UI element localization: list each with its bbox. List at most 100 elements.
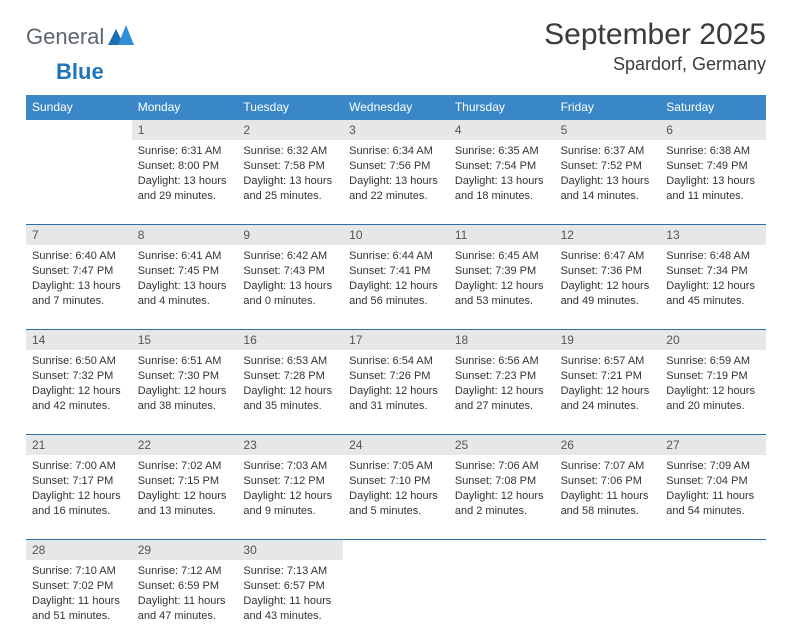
- sunrise-line: Sunrise: 7:12 AM: [138, 564, 232, 579]
- day-number: 4: [449, 120, 555, 140]
- sunset-line: Sunset: 7:08 PM: [455, 474, 549, 489]
- day-cell: Sunrise: 7:05 AMSunset: 7:10 PMDaylight:…: [343, 455, 449, 539]
- day-cell: Sunrise: 7:10 AMSunset: 7:02 PMDaylight:…: [26, 560, 132, 644]
- dl2-line: and 7 minutes.: [32, 294, 126, 309]
- dl1-line: Daylight: 12 hours: [32, 384, 126, 399]
- dl1-line: Daylight: 12 hours: [666, 279, 760, 294]
- sunset-line: Sunset: 6:57 PM: [243, 579, 337, 594]
- day-number: [555, 540, 661, 560]
- day-number: 22: [132, 435, 238, 455]
- day-number: 12: [555, 225, 661, 245]
- sunrise-line: Sunrise: 6:50 AM: [32, 354, 126, 369]
- daynum-row: 78910111213: [26, 225, 766, 245]
- dl2-line: and 4 minutes.: [138, 294, 232, 309]
- dl1-line: Daylight: 11 hours: [561, 489, 655, 504]
- day-number: [449, 540, 555, 560]
- dl2-line: and 25 minutes.: [243, 189, 337, 204]
- dl1-line: Daylight: 12 hours: [666, 384, 760, 399]
- dl1-line: Daylight: 12 hours: [349, 489, 443, 504]
- sunset-line: Sunset: 7:15 PM: [138, 474, 232, 489]
- dl1-line: Daylight: 12 hours: [32, 489, 126, 504]
- dl2-line: and 56 minutes.: [349, 294, 443, 309]
- day-number: 18: [449, 330, 555, 350]
- sunrise-line: Sunrise: 6:57 AM: [561, 354, 655, 369]
- sunset-line: Sunset: 7:12 PM: [243, 474, 337, 489]
- dl1-line: Daylight: 13 hours: [243, 174, 337, 189]
- day-number: 21: [26, 435, 132, 455]
- day-cell: Sunrise: 7:02 AMSunset: 7:15 PMDaylight:…: [132, 455, 238, 539]
- day-number: 20: [660, 330, 766, 350]
- sunrise-line: Sunrise: 7:05 AM: [349, 459, 443, 474]
- day-cell: Sunrise: 6:53 AMSunset: 7:28 PMDaylight:…: [237, 350, 343, 434]
- day-number: 11: [449, 225, 555, 245]
- dl2-line: and 2 minutes.: [455, 504, 549, 519]
- sunset-line: Sunset: 7:21 PM: [561, 369, 655, 384]
- sunrise-line: Sunrise: 6:37 AM: [561, 144, 655, 159]
- day-cell: Sunrise: 7:09 AMSunset: 7:04 PMDaylight:…: [660, 455, 766, 539]
- dow-tuesday: Tuesday: [237, 95, 343, 120]
- week-row: Sunrise: 6:40 AMSunset: 7:47 PMDaylight:…: [26, 245, 766, 330]
- sunrise-line: Sunrise: 7:07 AM: [561, 459, 655, 474]
- sunset-line: Sunset: 7:52 PM: [561, 159, 655, 174]
- day-number: [343, 540, 449, 560]
- dl2-line: and 16 minutes.: [32, 504, 126, 519]
- day-number: 28: [26, 540, 132, 560]
- sunset-line: Sunset: 7:23 PM: [455, 369, 549, 384]
- day-number: 30: [237, 540, 343, 560]
- dl2-line: and 14 minutes.: [561, 189, 655, 204]
- sunset-line: Sunset: 7:10 PM: [349, 474, 443, 489]
- sunrise-line: Sunrise: 6:38 AM: [666, 144, 760, 159]
- dl2-line: and 20 minutes.: [666, 399, 760, 414]
- brand-logo: General: [26, 24, 136, 50]
- days-of-week-row: Sunday Monday Tuesday Wednesday Thursday…: [26, 95, 766, 120]
- dl1-line: Daylight: 11 hours: [243, 594, 337, 609]
- title-block: September 2025 Spardorf, Germany: [544, 18, 766, 75]
- week-row: Sunrise: 6:50 AMSunset: 7:32 PMDaylight:…: [26, 350, 766, 435]
- sunset-line: Sunset: 7:41 PM: [349, 264, 443, 279]
- day-number: 24: [343, 435, 449, 455]
- dl1-line: Daylight: 12 hours: [243, 384, 337, 399]
- sunset-line: Sunset: 7:56 PM: [349, 159, 443, 174]
- day-cell: Sunrise: 7:13 AMSunset: 6:57 PMDaylight:…: [237, 560, 343, 644]
- day-number: 19: [555, 330, 661, 350]
- daynum-row: 21222324252627: [26, 435, 766, 455]
- day-cell: [449, 560, 555, 644]
- day-cell: Sunrise: 6:40 AMSunset: 7:47 PMDaylight:…: [26, 245, 132, 329]
- sunrise-line: Sunrise: 6:34 AM: [349, 144, 443, 159]
- day-cell: Sunrise: 7:00 AMSunset: 7:17 PMDaylight:…: [26, 455, 132, 539]
- day-cell: Sunrise: 6:45 AMSunset: 7:39 PMDaylight:…: [449, 245, 555, 329]
- sunset-line: Sunset: 8:00 PM: [138, 159, 232, 174]
- day-number: [660, 540, 766, 560]
- day-number: 23: [237, 435, 343, 455]
- dl2-line: and 53 minutes.: [455, 294, 549, 309]
- month-title: September 2025: [544, 18, 766, 52]
- day-number: 14: [26, 330, 132, 350]
- sunrise-line: Sunrise: 6:32 AM: [243, 144, 337, 159]
- dl2-line: and 27 minutes.: [455, 399, 549, 414]
- dl2-line: and 29 minutes.: [138, 189, 232, 204]
- calendar-grid: Sunday Monday Tuesday Wednesday Thursday…: [26, 95, 766, 644]
- day-cell: Sunrise: 6:51 AMSunset: 7:30 PMDaylight:…: [132, 350, 238, 434]
- day-number: 5: [555, 120, 661, 140]
- dl2-line: and 42 minutes.: [32, 399, 126, 414]
- brand-part1: General: [26, 24, 104, 50]
- day-number: 2: [237, 120, 343, 140]
- dl2-line: and 43 minutes.: [243, 609, 337, 624]
- sunrise-line: Sunrise: 6:59 AM: [666, 354, 760, 369]
- dow-wednesday: Wednesday: [343, 95, 449, 120]
- dl1-line: Daylight: 13 hours: [138, 174, 232, 189]
- sunset-line: Sunset: 7:30 PM: [138, 369, 232, 384]
- dl2-line: and 9 minutes.: [243, 504, 337, 519]
- dl2-line: and 24 minutes.: [561, 399, 655, 414]
- day-cell: Sunrise: 6:31 AMSunset: 8:00 PMDaylight:…: [132, 140, 238, 224]
- day-cell: Sunrise: 6:35 AMSunset: 7:54 PMDaylight:…: [449, 140, 555, 224]
- sunset-line: Sunset: 7:34 PM: [666, 264, 760, 279]
- sunset-line: Sunset: 7:28 PM: [243, 369, 337, 384]
- sunset-line: Sunset: 6:59 PM: [138, 579, 232, 594]
- sunset-line: Sunset: 7:49 PM: [666, 159, 760, 174]
- daynum-row: 282930: [26, 540, 766, 560]
- day-number: 7: [26, 225, 132, 245]
- week-row: Sunrise: 7:10 AMSunset: 7:02 PMDaylight:…: [26, 560, 766, 644]
- sunrise-line: Sunrise: 7:02 AM: [138, 459, 232, 474]
- dl2-line: and 35 minutes.: [243, 399, 337, 414]
